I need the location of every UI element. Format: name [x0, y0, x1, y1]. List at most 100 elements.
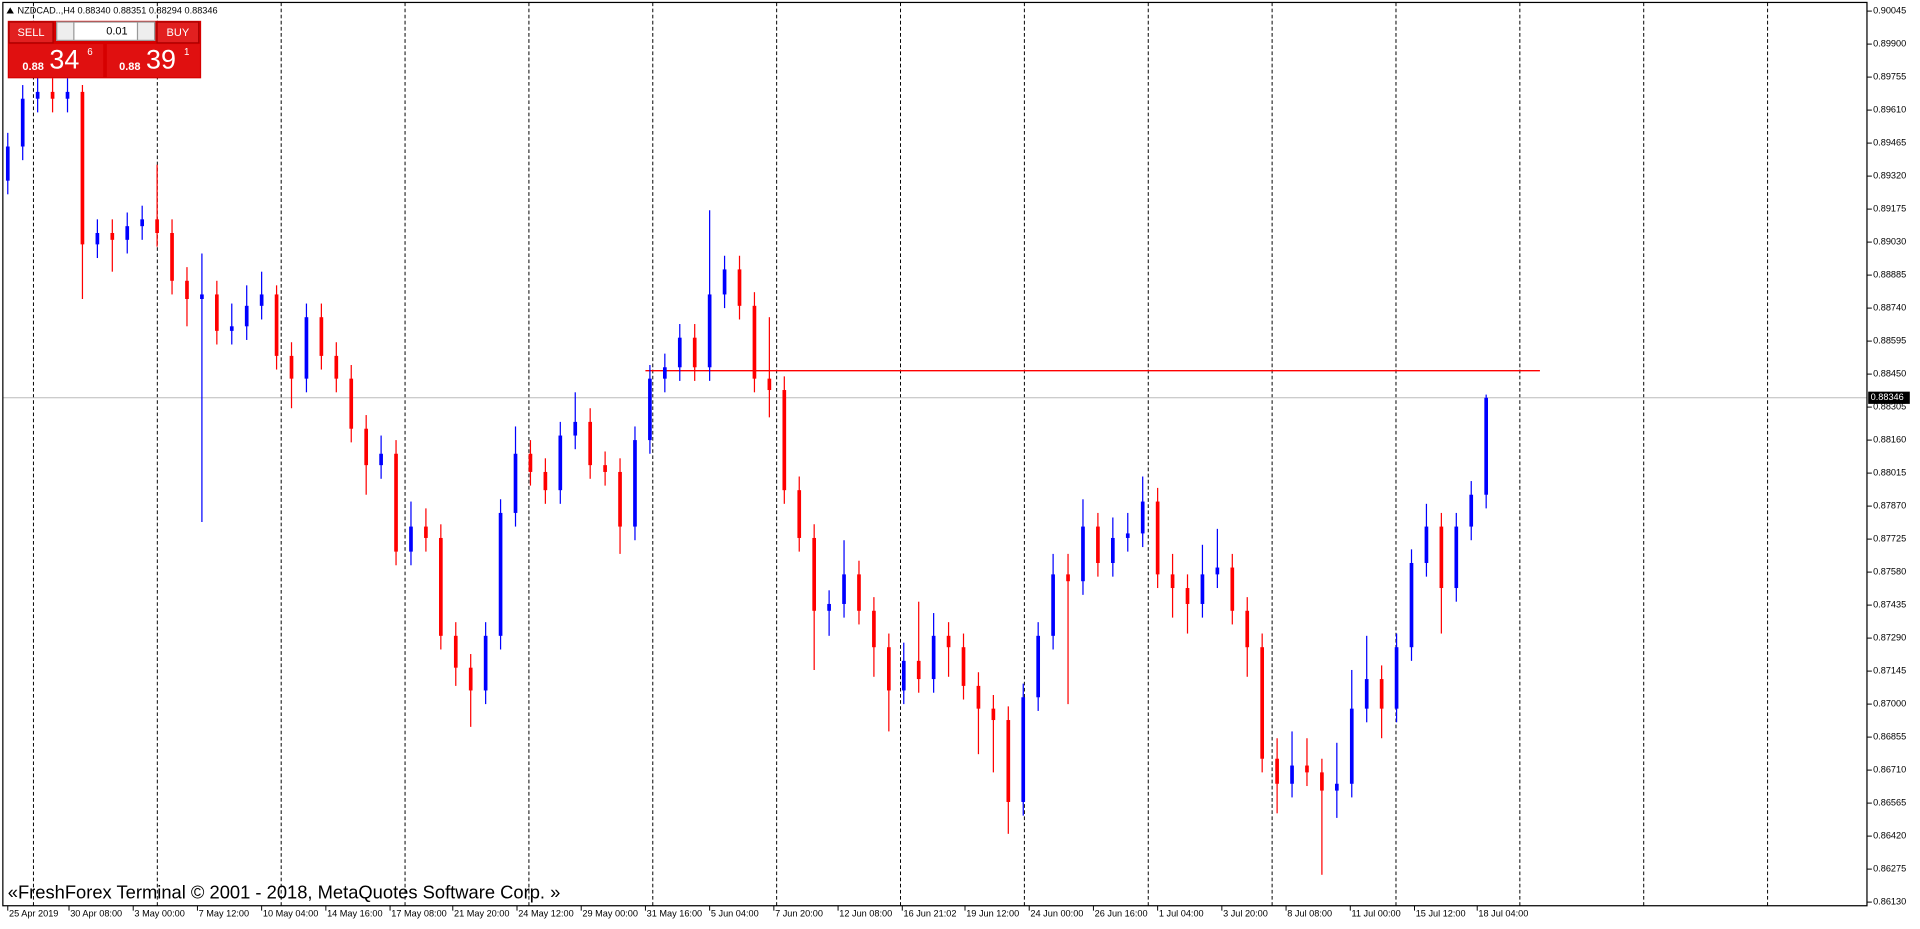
plot — [2, 71, 1867, 875]
candle-body — [349, 378, 354, 429]
y-tick-label: 0.88305 — [1873, 402, 1906, 412]
buy-button[interactable] — [156, 21, 200, 44]
y-tick-label: 0.86710 — [1873, 765, 1906, 775]
trade-panel: SELL 0.01 BUY 0.88 34 6 0.88 39 1 — [7, 20, 202, 79]
x-tick-label: 5 Jun 04:00 — [711, 909, 759, 919]
candle-body — [543, 471, 548, 491]
x-tick-label: 11 Jul 00:00 — [1352, 909, 1401, 919]
candle-body — [244, 305, 249, 327]
candle-body — [767, 378, 772, 391]
candle-body — [1454, 526, 1459, 589]
candle-body — [35, 91, 40, 99]
grid — [32, 2, 1769, 906]
candle-body — [1305, 765, 1309, 773]
candle-body — [722, 269, 727, 295]
candle-body — [259, 294, 264, 306]
candle-body — [663, 367, 667, 379]
sell-button[interactable] — [8, 21, 54, 44]
candle-body — [1155, 501, 1160, 575]
candle-body — [394, 453, 398, 552]
candle-body — [1379, 679, 1384, 709]
candle-body — [648, 378, 652, 441]
candle-body — [1469, 494, 1474, 527]
candle-body — [1245, 610, 1250, 648]
x-tick-label: 1 Jul 04:00 — [1159, 909, 1204, 919]
x-tick-label: 26 Jun 16:00 — [1095, 909, 1148, 919]
buy-label[interactable]: BUY — [167, 27, 190, 39]
y-tick-label: 0.88885 — [1873, 270, 1906, 280]
y-tick-label: 0.89175 — [1873, 204, 1906, 214]
x-tick-label: 10 May 04:00 — [263, 909, 318, 919]
candle-body — [334, 355, 339, 379]
candle-body — [961, 647, 966, 686]
y-tick-label: 0.90045 — [1873, 6, 1906, 16]
candle-body — [1439, 526, 1444, 589]
candle-body — [1036, 635, 1041, 698]
candle-body — [1096, 526, 1100, 563]
y-tick-label: 0.87145 — [1873, 666, 1906, 676]
candle-body — [946, 635, 951, 648]
candle-body — [782, 390, 787, 491]
axes: 0.90045 0.89900 0.89755 0.89610 0.89465 0.893… — [7, 6, 1910, 919]
candle-body — [274, 294, 279, 356]
lot-down[interactable] — [56, 21, 75, 42]
x-tick-label: 3 May 00:00 — [134, 909, 184, 919]
candle-body — [1260, 647, 1265, 759]
candle-body — [1215, 567, 1220, 575]
candle-body — [1051, 574, 1055, 636]
candle-body — [1125, 533, 1130, 538]
candle-body — [827, 603, 831, 611]
y-tick-label: 0.89900 — [1873, 39, 1906, 49]
x-tick-label: 24 Jun 00:00 — [1030, 909, 1083, 919]
candle-body — [707, 294, 712, 368]
x-tick-label: 8 Jul 08:00 — [1287, 909, 1332, 919]
candle-body — [379, 453, 383, 466]
x-tick-label: 12 Jun 08:00 — [839, 909, 892, 919]
candle-body — [558, 435, 563, 491]
y-tick-label: 0.88015 — [1873, 468, 1906, 478]
x-tick-label: 24 May 12:00 — [518, 909, 573, 919]
candle-body — [737, 269, 742, 306]
sell-price-box[interactable] — [8, 44, 104, 78]
x-tick-label: 25 Apr 2019 — [9, 909, 58, 919]
candle-body — [215, 294, 219, 331]
current-price-box — [1868, 391, 1910, 404]
y-tick-label: 0.89755 — [1873, 72, 1906, 82]
candle-body — [513, 453, 518, 513]
x-tick-label: 30 Apr 08:00 — [70, 909, 122, 919]
y-tick-label: 0.88160 — [1873, 435, 1906, 445]
candle-body — [1066, 574, 1070, 582]
candle-body — [1349, 708, 1354, 784]
candle-body — [140, 219, 145, 227]
current-price-label: 0.88346 — [1871, 392, 1904, 402]
candle-body — [573, 421, 578, 436]
y-tick-label: 0.87290 — [1873, 633, 1906, 643]
watermark: «FreshForex Terminal © 2001 - 2018, Meta… — [8, 881, 561, 902]
y-tick-label: 0.89610 — [1873, 105, 1906, 115]
buy-price-box[interactable] — [106, 44, 200, 78]
candle-body — [1200, 574, 1205, 604]
lot-up[interactable] — [136, 21, 156, 42]
candle-body — [528, 453, 533, 472]
collapse-icon[interactable] — [6, 7, 14, 14]
candle-body — [229, 326, 234, 331]
candle-body — [200, 294, 204, 299]
y-tick-label: 0.87870 — [1873, 501, 1906, 511]
y-tick-label: 0.88595 — [1873, 336, 1906, 346]
y-tick-label: 0.89320 — [1873, 171, 1906, 181]
sell-price-point: 6 — [87, 47, 93, 58]
y-tick-label: 0.87580 — [1873, 567, 1906, 577]
lot-value[interactable]: 0.01 — [106, 26, 127, 38]
candle-body — [20, 98, 25, 147]
sell-label[interactable]: SELL — [18, 27, 45, 39]
candle-body — [887, 647, 891, 691]
candle-body — [916, 660, 921, 680]
x-tick-label: 31 May 16:00 — [647, 909, 702, 919]
buy-price-prefix: 0.88 — [119, 61, 140, 73]
candle-body — [1185, 588, 1190, 604]
candle-body — [483, 635, 488, 691]
candle-body — [125, 226, 130, 240]
y-tick-label: 0.86565 — [1873, 798, 1906, 808]
candle-body — [857, 574, 861, 611]
